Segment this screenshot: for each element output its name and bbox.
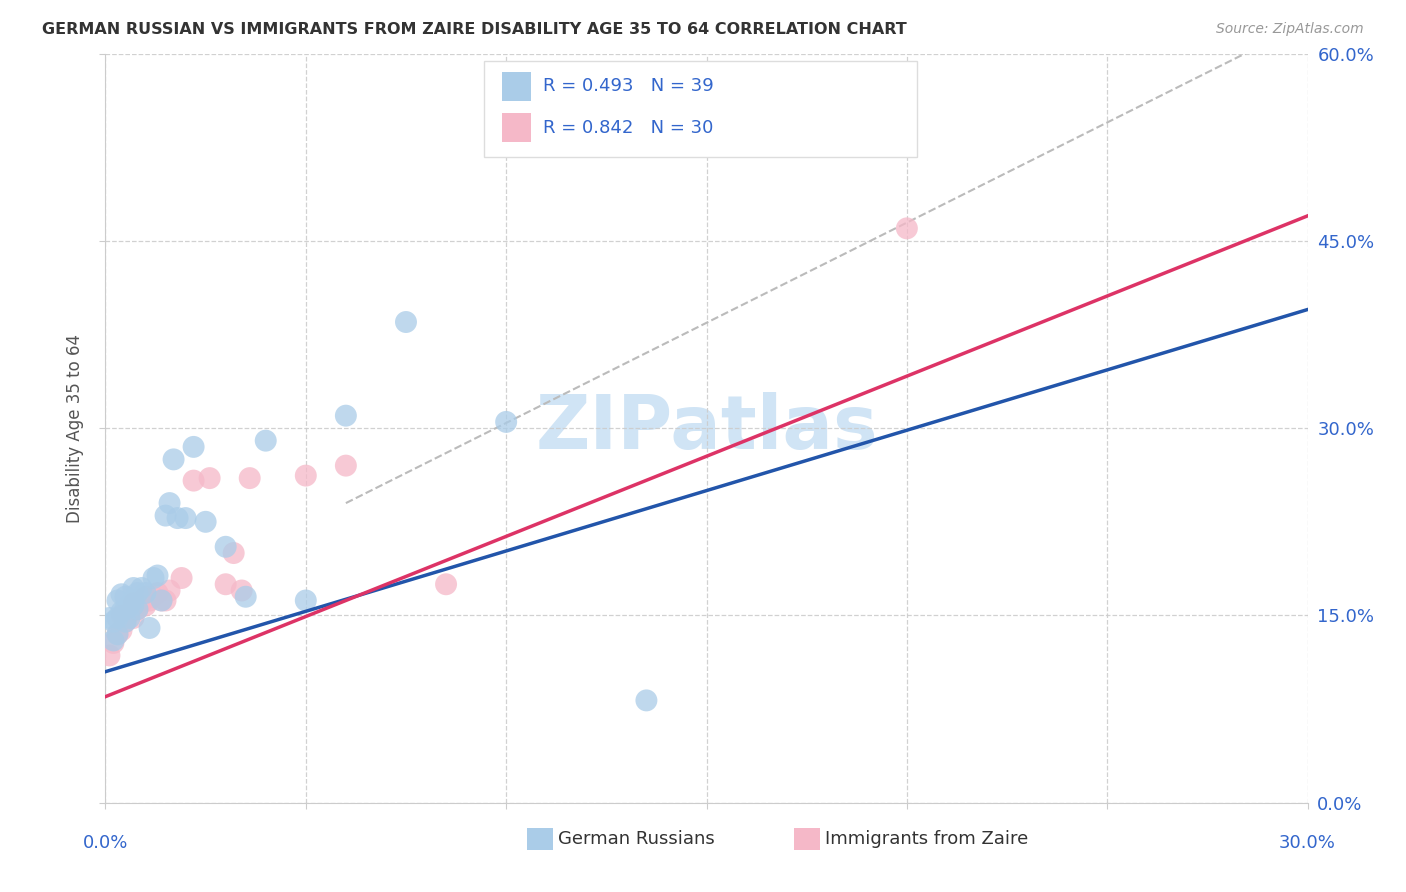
Point [214, 577, 236, 591]
Point [107, 593, 129, 607]
Point [155, 508, 177, 523]
Point [162, 452, 184, 467]
FancyBboxPatch shape [502, 113, 531, 142]
Point [107, 627, 129, 641]
Text: R = 0.493   N = 39: R = 0.493 N = 39 [543, 78, 714, 95]
Text: R = 0.842   N = 30: R = 0.842 N = 30 [543, 119, 713, 136]
Point [103, 636, 125, 650]
Point [118, 606, 141, 620]
Point [183, 474, 205, 488]
Point [122, 593, 145, 607]
Point [110, 587, 132, 601]
Point [335, 458, 357, 473]
Point [98, 648, 121, 663]
Point [235, 590, 257, 604]
Point [110, 624, 132, 638]
Text: Immigrants from Zaire: Immigrants from Zaire [825, 830, 1029, 848]
Point [254, 434, 277, 448]
Point [174, 511, 197, 525]
Text: 30.0%: 30.0% [1279, 834, 1336, 852]
FancyBboxPatch shape [502, 72, 531, 101]
Point [138, 621, 160, 635]
Point [114, 615, 136, 629]
Point [183, 440, 205, 454]
Point [131, 596, 153, 610]
Point [110, 608, 132, 623]
Text: Source: ZipAtlas.com: Source: ZipAtlas.com [1216, 22, 1364, 37]
Point [636, 693, 658, 707]
Point [166, 511, 188, 525]
Point [114, 615, 136, 629]
Point [127, 586, 149, 600]
Point [114, 590, 136, 604]
Point [127, 602, 149, 616]
Point [107, 611, 129, 625]
Point [150, 593, 173, 607]
Point [103, 615, 125, 629]
Point [214, 540, 236, 554]
Y-axis label: Disability Age 35 to 64: Disability Age 35 to 64 [66, 334, 84, 523]
Point [127, 602, 149, 616]
Point [118, 599, 141, 613]
Point [122, 599, 145, 613]
Point [142, 571, 165, 585]
Point [222, 546, 245, 560]
Point [434, 577, 457, 591]
Text: GERMAN RUSSIAN VS IMMIGRANTS FROM ZAIRE DISABILITY AGE 35 TO 64 CORRELATION CHAR: GERMAN RUSSIAN VS IMMIGRANTS FROM ZAIRE … [42, 22, 907, 37]
Point [198, 471, 221, 485]
Point [495, 415, 517, 429]
Point [122, 611, 145, 625]
Point [122, 596, 145, 610]
Text: ZIPatlas: ZIPatlas [536, 392, 877, 465]
Point [135, 590, 157, 604]
Point [159, 583, 181, 598]
Point [150, 593, 173, 607]
Text: German Russians: German Russians [558, 830, 714, 848]
Point [295, 593, 318, 607]
Point [98, 611, 121, 625]
Point [239, 471, 262, 485]
Point [142, 590, 165, 604]
Point [107, 627, 129, 641]
Point [118, 611, 141, 625]
Point [159, 496, 181, 510]
Point [335, 409, 357, 423]
Point [896, 221, 918, 235]
Point [170, 571, 193, 585]
Point [110, 605, 132, 619]
Text: 0.0%: 0.0% [83, 834, 128, 852]
Point [138, 593, 160, 607]
Point [295, 468, 318, 483]
Point [146, 568, 169, 582]
Point [131, 581, 153, 595]
Point [395, 315, 418, 329]
FancyBboxPatch shape [484, 61, 917, 157]
Point [194, 515, 217, 529]
Point [135, 599, 157, 613]
Point [114, 602, 136, 616]
Point [122, 581, 145, 595]
Point [231, 583, 253, 598]
Point [135, 586, 157, 600]
Point [155, 593, 177, 607]
Point [103, 633, 125, 648]
Point [146, 586, 169, 600]
